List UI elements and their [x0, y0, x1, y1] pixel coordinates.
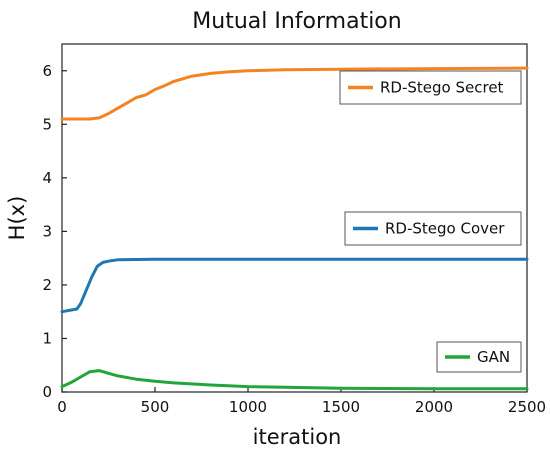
y-tick-label: 1: [42, 329, 52, 347]
y-tick-label: 4: [42, 169, 52, 187]
y-tick-label: 5: [42, 115, 52, 133]
x-tick-label: 1500: [322, 398, 360, 416]
legend-label-rd-stego-cover: RD-Stego Cover: [385, 220, 505, 238]
x-tick-label: 2500: [508, 398, 546, 416]
legend-label-gan: GAN: [477, 348, 510, 366]
series-line-gan: [60, 369, 529, 391]
x-tick-label: 1000: [229, 398, 267, 416]
y-tick-label: 2: [42, 276, 52, 294]
y-tick-label: 6: [42, 62, 52, 80]
series-line-rd-stego-cover: [60, 257, 529, 314]
x-axis-label: iteration: [253, 425, 342, 449]
x-tick-label: 500: [141, 398, 170, 416]
chart-title: Mutual Information: [192, 9, 401, 34]
plot-frame: [61, 43, 528, 393]
legend-label-rd-stego-secret: RD-Stego Secret: [380, 79, 504, 97]
x-tick-label: 2000: [415, 398, 453, 416]
y-tick-label: 0: [42, 383, 52, 401]
x-tick-label: 0: [57, 398, 67, 416]
series-line-rd-stego-secret: [60, 66, 529, 121]
y-tick-label: 3: [42, 222, 52, 240]
y-axis-label: H(x): [5, 196, 29, 241]
